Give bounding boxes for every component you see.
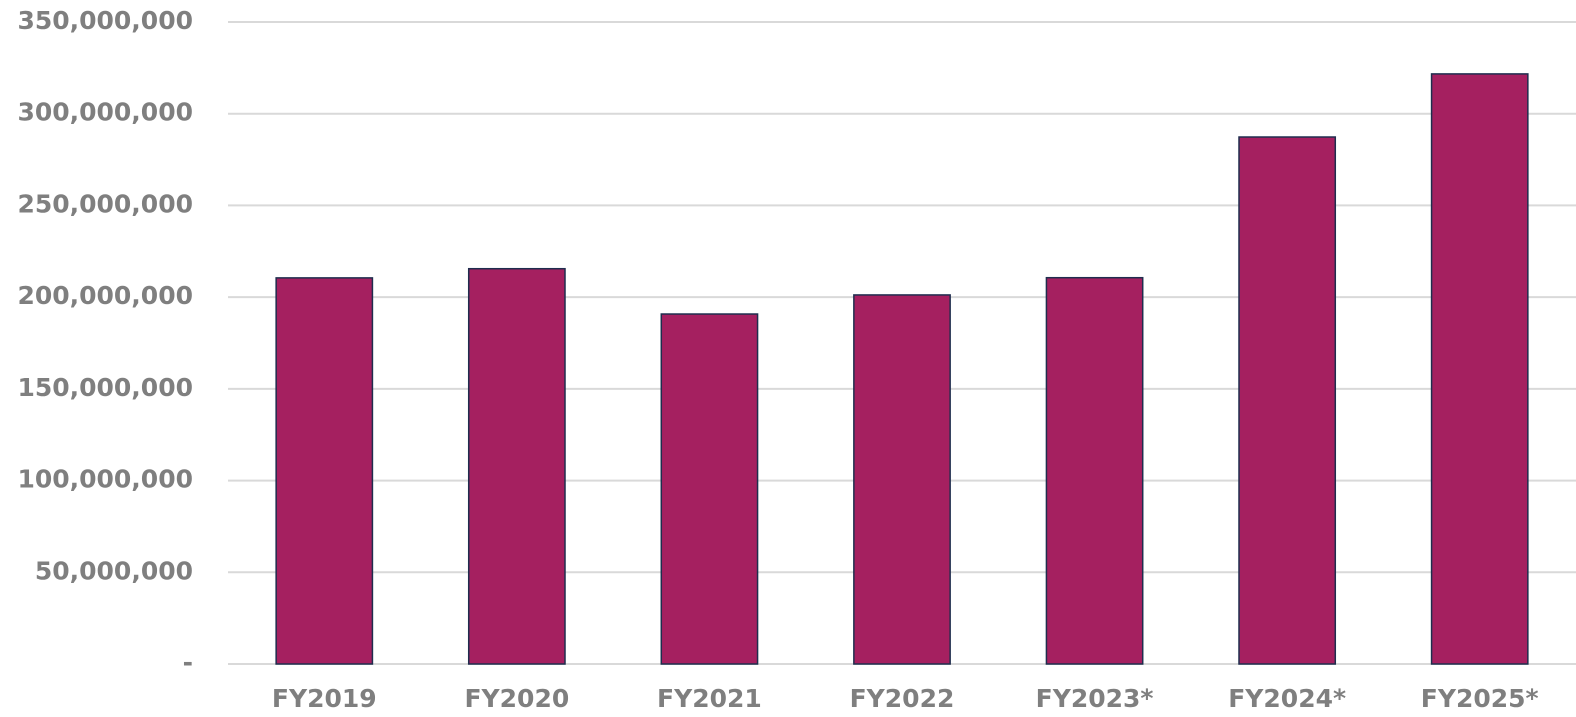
x-tick-label: FY2024* bbox=[1228, 684, 1346, 713]
x-tick-label: FY2023* bbox=[1036, 684, 1154, 713]
x-tick-label: FY2022 bbox=[850, 684, 955, 713]
bar bbox=[853, 294, 951, 665]
y-tick-label: 350,000,000 bbox=[17, 6, 193, 35]
bar bbox=[1430, 73, 1529, 665]
y-tick-label: 300,000,000 bbox=[17, 98, 193, 127]
y-tick-label: 100,000,000 bbox=[17, 465, 193, 494]
y-tick-label: 200,000,000 bbox=[17, 281, 193, 310]
x-tick-label: FY2020 bbox=[464, 684, 569, 713]
y-tick-label: 150,000,000 bbox=[17, 373, 193, 402]
bar bbox=[275, 277, 374, 665]
y-tick-label: - bbox=[183, 648, 193, 677]
y-tick-label: 250,000,000 bbox=[17, 189, 193, 218]
bar bbox=[1045, 276, 1144, 665]
y-tick-label: 50,000,000 bbox=[35, 556, 193, 585]
x-tick-label: FY2021 bbox=[657, 684, 762, 713]
bar bbox=[467, 267, 566, 665]
bar bbox=[660, 313, 759, 665]
x-tick-label: FY2019 bbox=[272, 684, 377, 713]
x-tick-label: FY2025* bbox=[1421, 684, 1539, 713]
bar bbox=[1238, 136, 1337, 665]
